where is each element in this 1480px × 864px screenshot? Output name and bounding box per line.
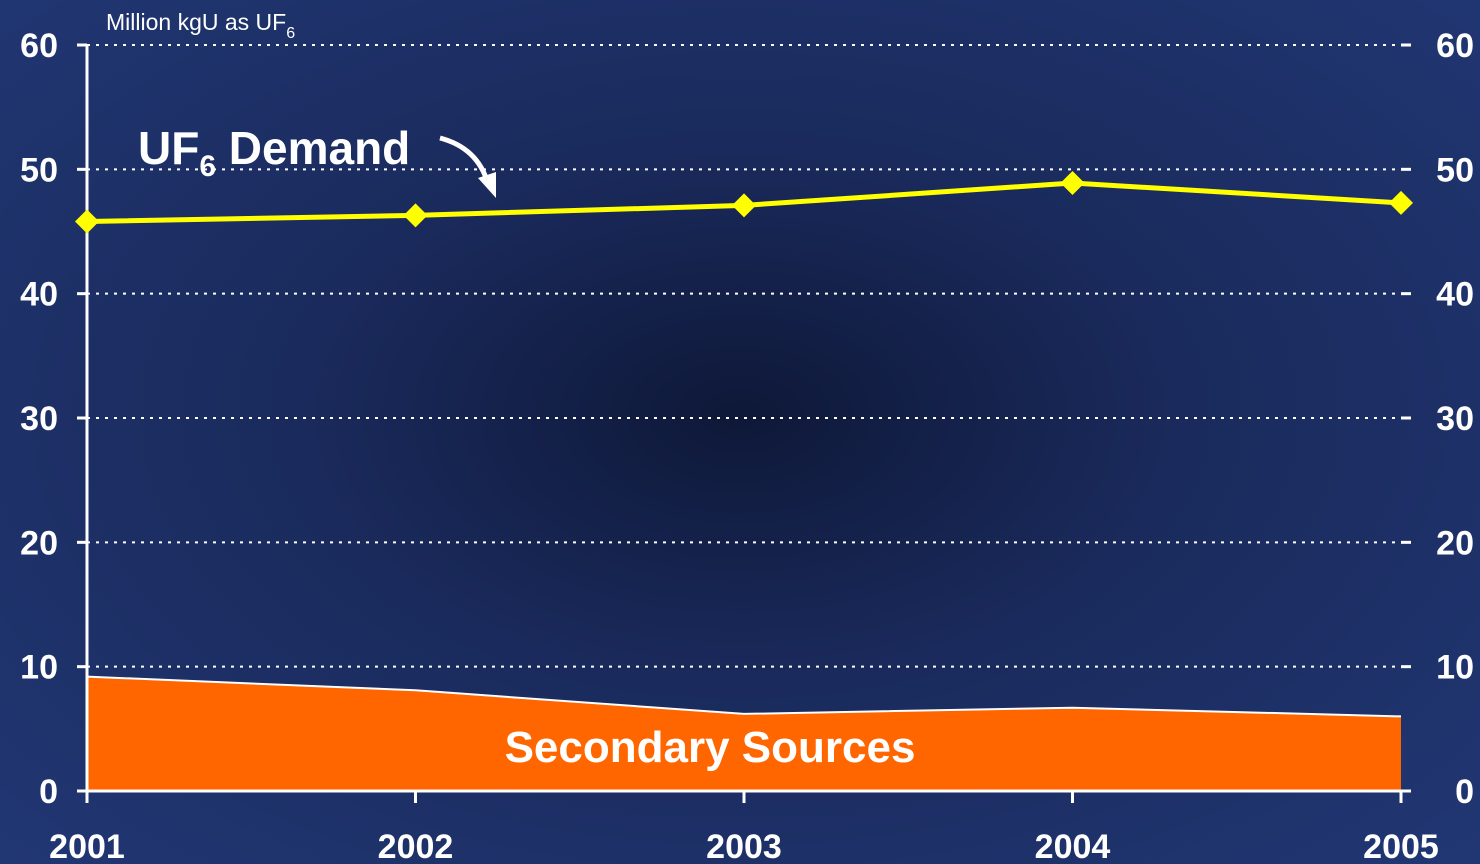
x-tick-label-2005: 2005	[1363, 828, 1439, 864]
secondary-sources-area	[87, 676, 1401, 791]
uf6-demand-label: UF6 Demand	[138, 122, 410, 183]
gridlines	[87, 44, 1401, 668]
y-tick-label-right-60: 60	[1436, 27, 1474, 65]
y-tick-label-left-20: 20	[20, 524, 58, 562]
uf6-demand-point-2004	[1060, 171, 1085, 196]
curved-arrow-icon	[439, 135, 496, 198]
x-tick-label-2002: 2002	[378, 828, 454, 864]
unit-label: Million kgU as UF6	[106, 9, 295, 42]
x-tick-label-2003: 2003	[706, 828, 782, 864]
y-tick-label-left-50: 50	[20, 151, 58, 189]
uf6-demand-point-2003	[732, 193, 756, 218]
secondary-sources-area-layer	[86, 675, 1402, 791]
uf6-demand-point-2001	[75, 209, 99, 234]
secondary-sources-label: Secondary Sources	[505, 723, 916, 772]
y-tick-label-left-10: 10	[20, 649, 58, 687]
x-tick-label-2001: 2001	[49, 828, 125, 864]
tick-labels: 0 0 10 10 20 20 30 30 40 40 50 50 60 60 2001 2002 2003 20…	[20, 27, 1474, 864]
y-tick-label-right-40: 40	[1436, 276, 1474, 314]
axes	[77, 43, 1411, 803]
y-tick-label-left-60: 60	[20, 27, 58, 65]
y-tick-label-left-40: 40	[20, 276, 58, 314]
y-tick-label-left-0: 0	[39, 773, 58, 811]
y-tick-label-right-50: 50	[1436, 151, 1474, 189]
uf6-demand-point-2005	[1389, 190, 1413, 215]
y-tick-label-right-20: 20	[1436, 524, 1474, 562]
y-tick-label-right-10: 10	[1436, 649, 1474, 687]
y-tick-label-left-30: 30	[20, 400, 58, 438]
uf6-demand-line-layer	[75, 171, 1413, 234]
secondary-sources-edge	[86, 675, 1402, 718]
y-tick-label-right-0: 0	[1455, 773, 1474, 811]
uf6-demand-point-2002	[403, 203, 428, 228]
y-tick-label-right-30: 30	[1436, 400, 1474, 438]
x-tick-label-2004: 2004	[1035, 828, 1111, 864]
